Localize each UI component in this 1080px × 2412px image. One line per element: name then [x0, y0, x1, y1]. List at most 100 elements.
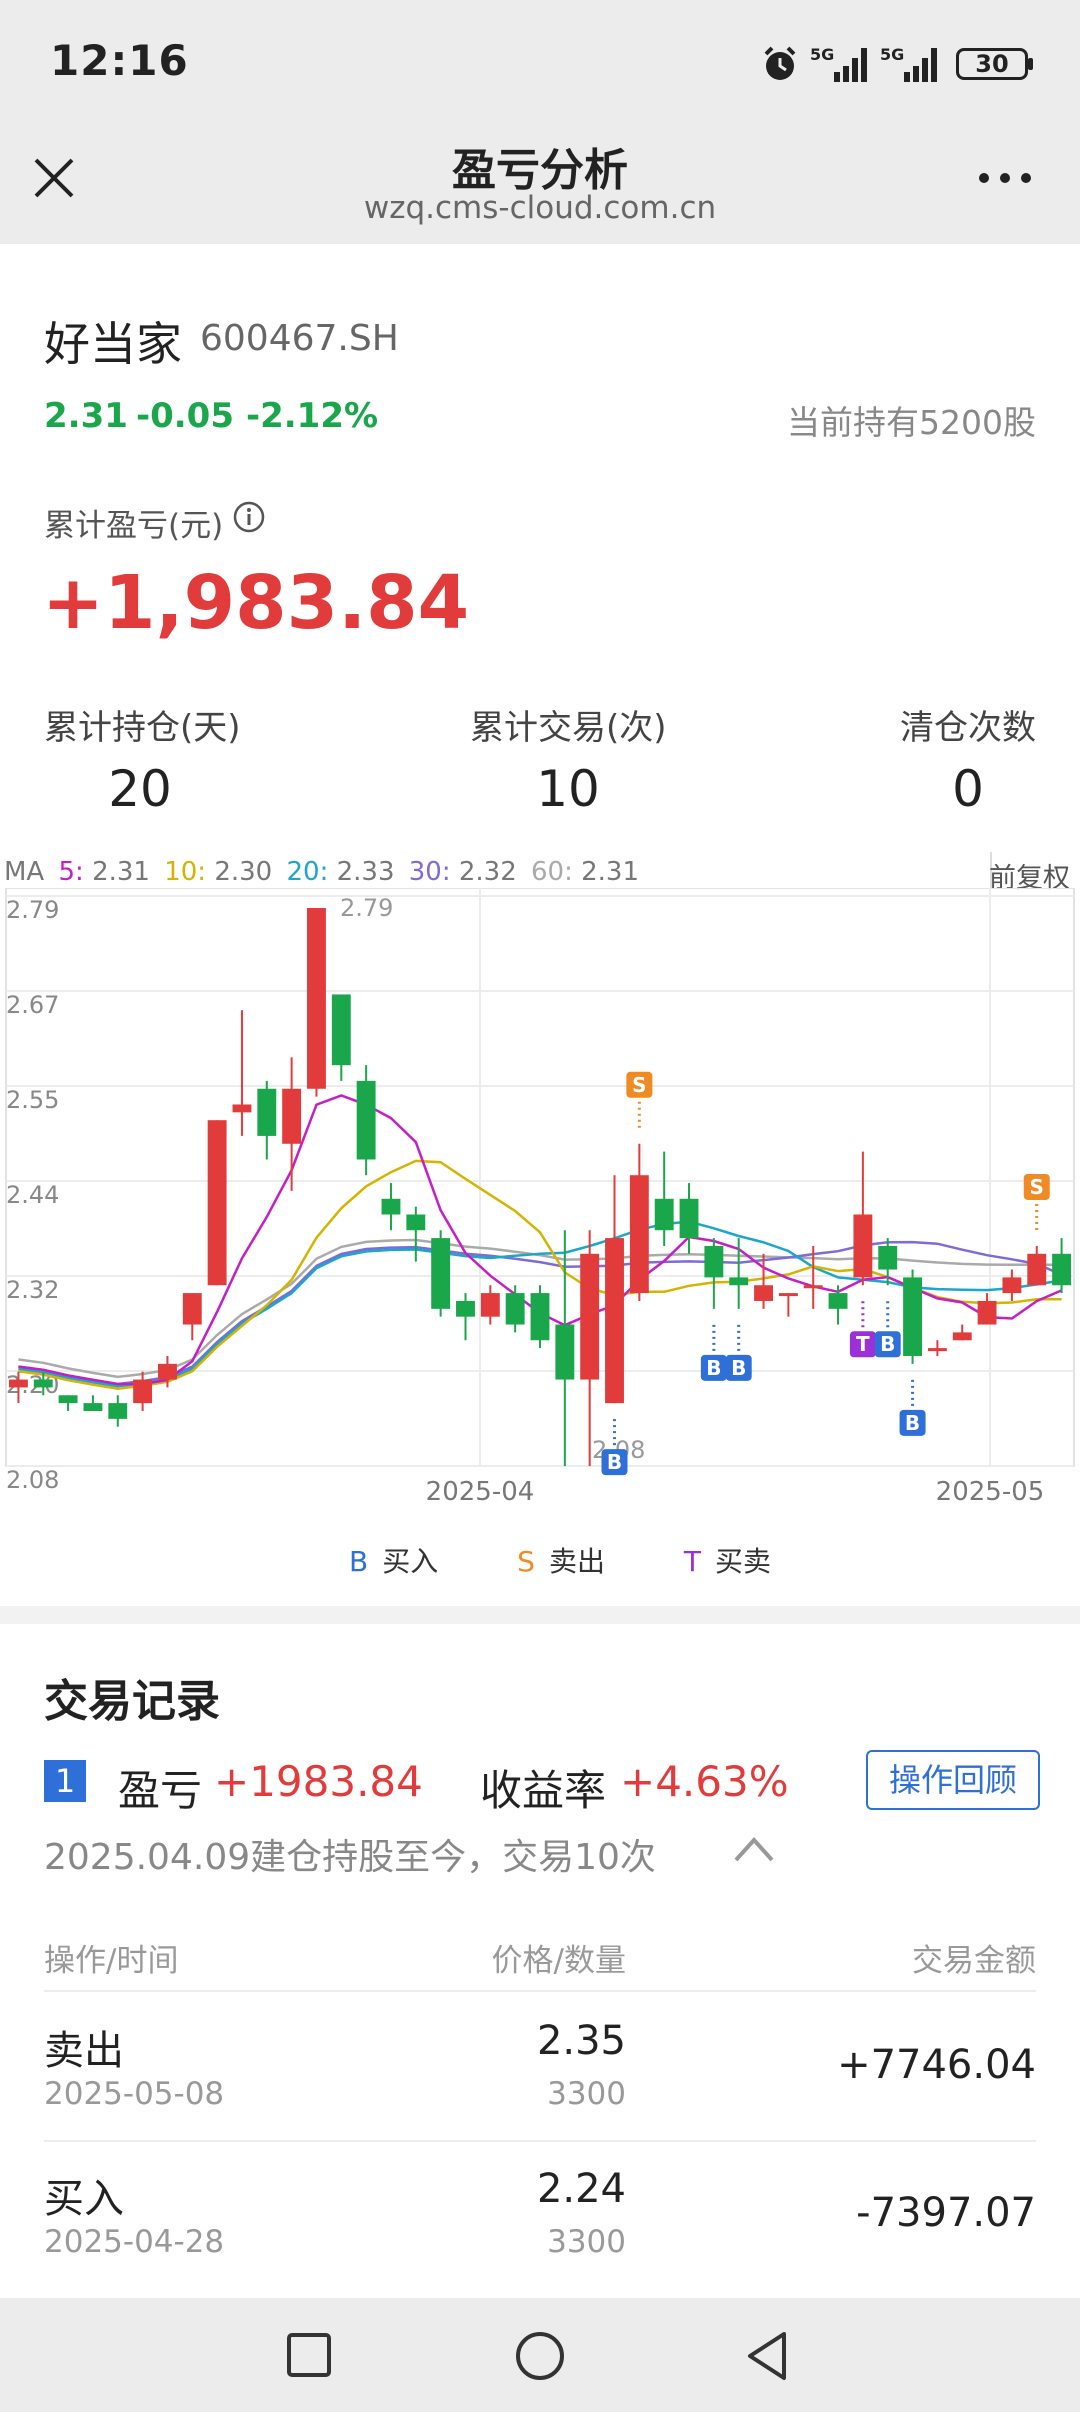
chevron-up-icon[interactable] — [732, 1832, 776, 1866]
candle-body — [977, 1300, 997, 1325]
stock-name: 好当家 — [44, 317, 182, 371]
candle-body — [952, 1332, 972, 1341]
table-divider — [44, 1990, 1036, 1992]
review-button[interactable]: 操作回顾 — [866, 1750, 1040, 1810]
row-qty: 3300 — [547, 2076, 626, 2112]
header-amount: 交易金额 — [912, 1943, 1036, 1979]
legend-trade-label: 买卖 — [714, 1545, 771, 1578]
stat-value-hold-days: 20 — [108, 760, 172, 818]
trade-mark-label: B — [905, 1411, 920, 1435]
candle-body — [927, 1348, 947, 1352]
candle-body — [331, 994, 351, 1066]
row-price: 2.35 — [536, 2018, 626, 2064]
stat-label-clear-count: 清仓次数 — [900, 708, 1036, 748]
svg-text:5G: 5G — [810, 45, 834, 64]
chart-legend: B 买入 S 卖出 T 买卖 — [0, 1540, 1080, 1580]
signal-icon-1: 5G — [810, 45, 867, 82]
y-tick-label: 2.32 — [6, 1276, 59, 1304]
section-gap — [0, 1606, 1080, 1624]
battery-tip — [1028, 58, 1033, 70]
signal-icon-2: 5G — [880, 45, 937, 82]
row-action: 卖出 — [44, 2028, 124, 2074]
stock-change: -0.05 — [136, 396, 234, 436]
kline-chart[interactable]: 2.792.672.552.442.322.202.08 2025-04 2025-… — [0, 888, 1080, 1528]
candle-body — [530, 1293, 550, 1341]
trade-records-title: 交易记录 — [44, 1676, 220, 1727]
trade-summary: 2025.04.09建仓持股至今，交易10次 — [44, 1837, 656, 1878]
row-amount: +7746.04 — [837, 2042, 1036, 2088]
trade-mark-B — [601, 1449, 628, 1476]
header-price-qty: 价格/数量 — [491, 1943, 626, 1979]
table-row[interactable]: 卖出 2025-05-08 2.35 3300 +7746.04 — [0, 1992, 1080, 2140]
pnl-label: 累计盈亏(元) — [44, 508, 224, 544]
y-tick-label: 2.79 — [6, 896, 59, 924]
trade-mark-S — [626, 1071, 653, 1098]
candle-body — [654, 1198, 674, 1231]
stock-code: 600467.SH — [200, 318, 399, 359]
back-icon[interactable] — [744, 2330, 790, 2382]
trade-rate-value: +4.63% — [620, 1757, 789, 1806]
candle-body — [33, 1379, 53, 1388]
candle-body — [182, 1293, 202, 1325]
stock-price: 2.31 — [44, 396, 128, 436]
y-tick-label: 2.44 — [6, 1181, 59, 1209]
status-bar — [0, 0, 1080, 132]
candle-body — [431, 1238, 451, 1309]
row-qty: 3300 — [547, 2224, 626, 2260]
candle-body — [505, 1293, 525, 1325]
candle-body — [232, 1104, 252, 1113]
x-tick-label: 2025-04 — [426, 1477, 535, 1507]
info-icon[interactable] — [232, 500, 266, 534]
trade-mark-label: T — [856, 1332, 870, 1356]
candle-body — [58, 1395, 78, 1404]
candle-body — [480, 1293, 500, 1317]
candle-body — [1002, 1277, 1022, 1294]
trade-mark-B — [725, 1354, 752, 1381]
candle-body — [754, 1285, 773, 1301]
y-tick-label: 2.08 — [6, 1466, 59, 1494]
candle-body — [8, 1379, 28, 1388]
candle-body — [257, 1088, 277, 1136]
alarm-icon — [764, 46, 796, 80]
ma30-key: 30: — [408, 857, 451, 887]
trade-mark-label: B — [706, 1356, 721, 1380]
more-icon[interactable] — [978, 170, 1032, 186]
trade-mark-label: B — [607, 1450, 622, 1474]
candle-body — [803, 1285, 823, 1289]
trade-mark-label: S — [1030, 1175, 1044, 1199]
row-date: 2025-05-08 — [44, 2076, 225, 2112]
close-icon[interactable] — [32, 156, 76, 200]
legend-buy-key: B — [349, 1545, 369, 1578]
home-icon[interactable] — [514, 2330, 566, 2382]
trade-mark-S — [1023, 1173, 1050, 1200]
trade-pnl-label: 盈亏 — [118, 1766, 203, 1815]
stat-label-trade-count: 累计交易(次) — [470, 708, 667, 748]
recent-apps-icon[interactable] — [286, 2332, 332, 2378]
ma20-value: 2.33 — [336, 857, 395, 887]
header-action-time: 操作/时间 — [44, 1943, 179, 1979]
candle-body — [555, 1324, 575, 1380]
row-action: 买入 — [44, 2176, 124, 2222]
ma-row: MA 5: 2.31 10: 2.30 20: 2.33 30: 2.32 60… — [4, 857, 645, 887]
stock-change-pct: -2.12% — [246, 396, 379, 436]
table-row[interactable]: 买入 2025-04-28 2.24 3300 -7397.07 — [0, 2142, 1080, 2290]
status-time: 12:16 — [50, 36, 189, 85]
candle-body — [381, 1198, 401, 1215]
battery-level: 30 — [975, 50, 1009, 78]
pnl-value: +1,983.84 — [42, 560, 470, 646]
candle-body — [456, 1300, 475, 1317]
candle-body — [729, 1277, 749, 1286]
table-divider — [44, 2140, 1036, 2142]
battery-icon: 30 — [956, 48, 1028, 80]
trade-mark-T — [849, 1331, 876, 1358]
trade-mark-label: B — [880, 1332, 895, 1356]
trade-index-badge: 1 — [44, 1760, 86, 1802]
ma30-value: 2.32 — [458, 857, 517, 887]
row-date: 2025-04-28 — [44, 2224, 225, 2260]
candle-body — [1052, 1253, 1072, 1286]
trade-mark-label: B — [731, 1356, 746, 1380]
stat-label-hold-days: 累计持仓(天) — [44, 708, 241, 748]
candle-body — [406, 1214, 426, 1231]
candle-body — [605, 1238, 624, 1404]
page-title: 盈亏分析 — [452, 145, 628, 196]
